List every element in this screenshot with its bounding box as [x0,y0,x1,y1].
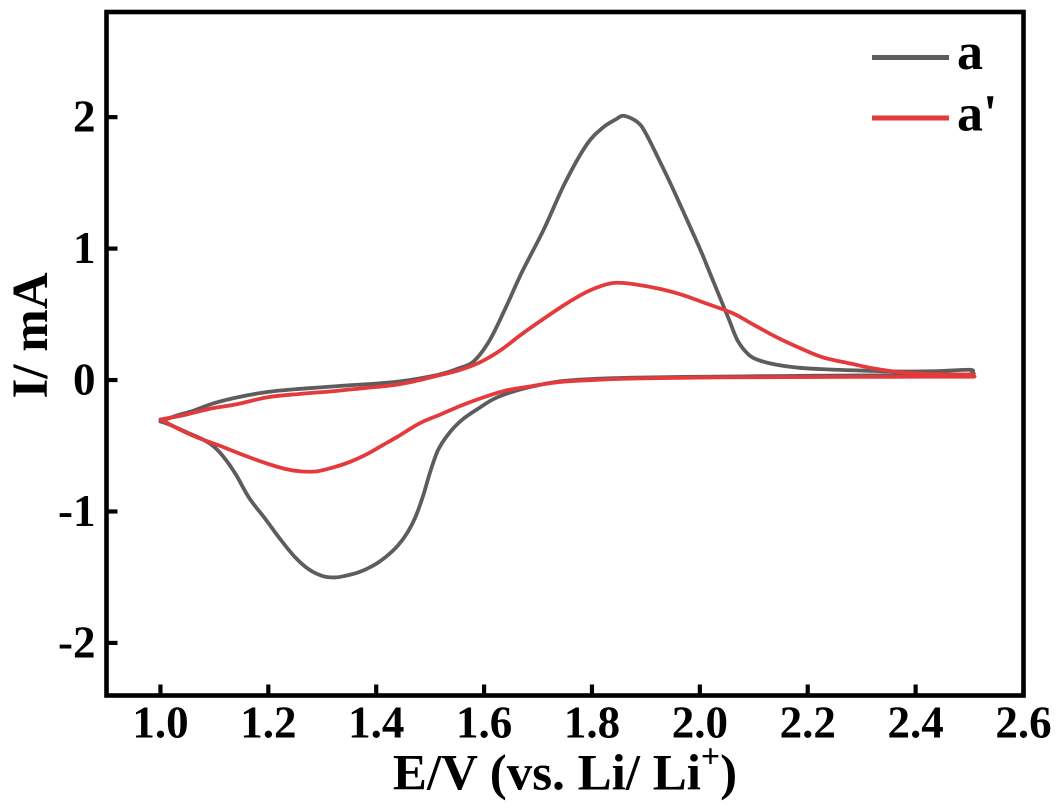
x-tick-label: 1.0 [132,698,188,748]
y-tick-label: -2 [58,617,96,667]
x-axis-title: E/V (vs. Li/ Li+) [393,739,737,802]
y-tick-label: 1 [73,223,96,273]
y-tick-label: 2 [73,92,96,142]
axis-titles-group: E/V (vs. Li/ Li+) I/ mA [3,272,737,801]
legend-label-a-prime: a' [957,86,997,143]
axes-frame [104,9,1026,698]
x-tick-label: 2.2 [780,698,836,748]
curves-group [158,113,977,580]
y-tick-label: 0 [73,355,96,405]
curve-a-prime [158,280,977,474]
x-tick-label: 1.4 [348,698,404,748]
tick-labels-group: 1.0 1.2 1.4 1.6 1.8 2.0 2.2 2.4 2.6 -2 -1 0 1 2 [58,92,1052,748]
y-axis-title: I/ mA [3,272,59,398]
x-tick-label: 1.8 [564,698,620,748]
y-tick-label: -1 [58,486,96,536]
x-tick-label: 2.4 [887,698,943,748]
x-tick-label: 1.2 [240,698,296,748]
x-tick-label: 1.6 [456,698,512,748]
axes-frame-group [104,9,1026,698]
legend-group: aa' [872,24,997,143]
x-tick-label: 2.6 [995,698,1051,748]
legend-label-a: a [957,24,983,81]
curve-a [158,113,976,580]
ticks-group [106,115,1026,696]
x-tick-label: 2.0 [672,698,728,748]
